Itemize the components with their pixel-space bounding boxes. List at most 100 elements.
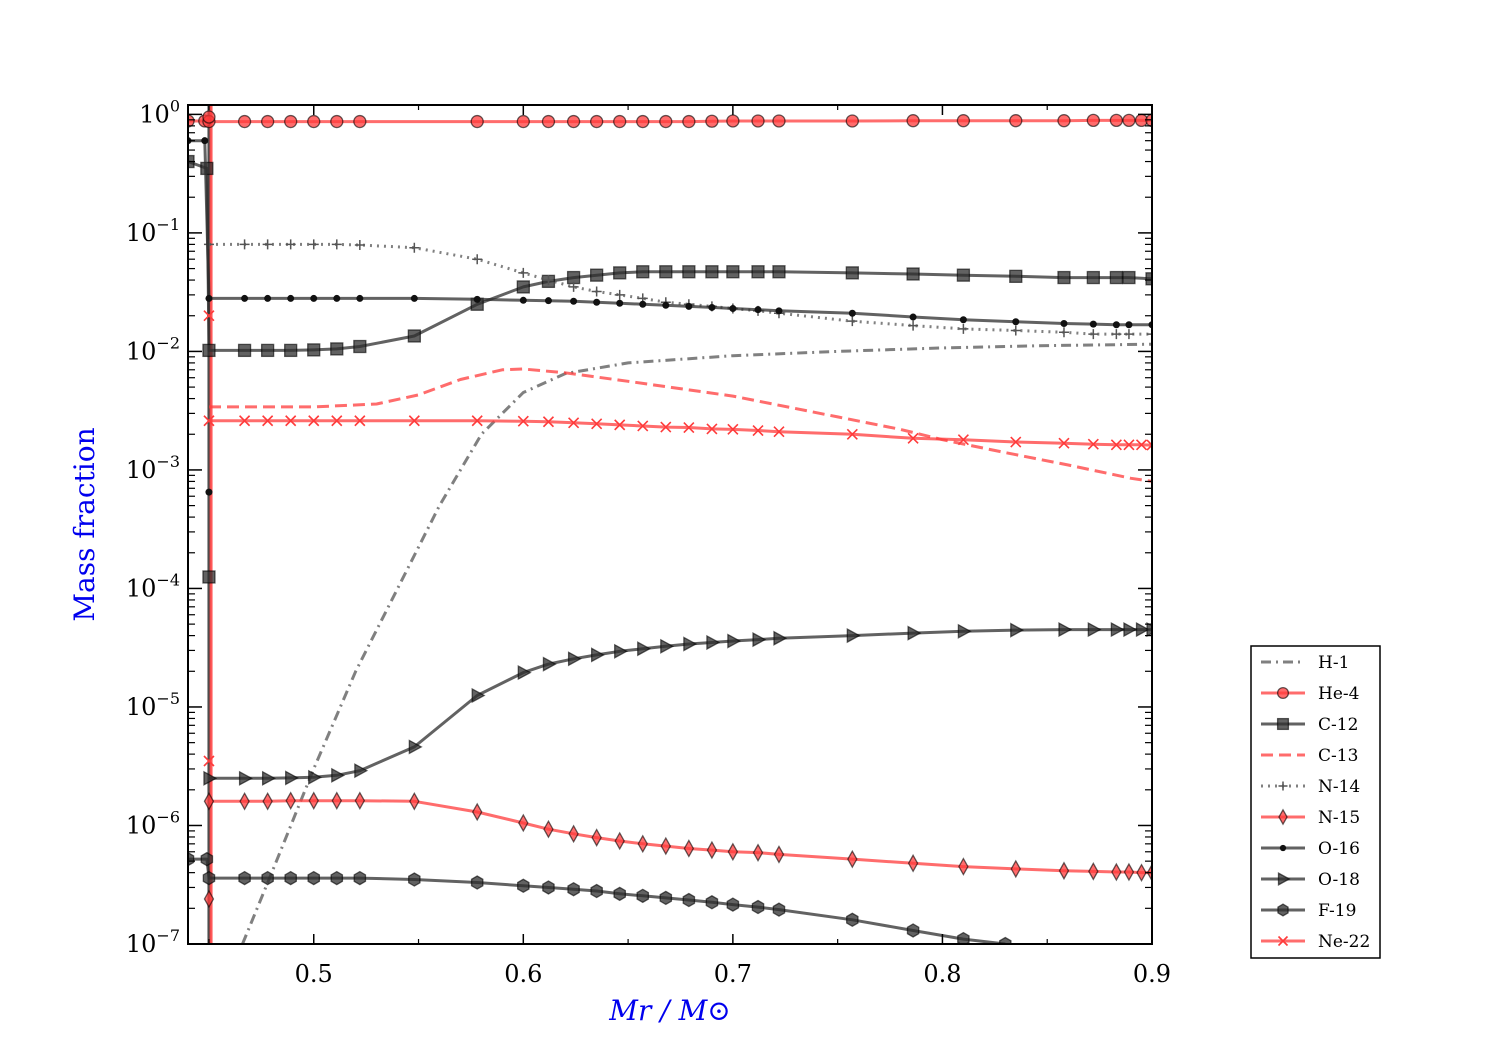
data-point	[752, 424, 764, 437]
data-point	[542, 656, 557, 672]
data-point	[591, 828, 602, 847]
data-point	[727, 423, 739, 435]
series-c-13	[209, 367, 1152, 483]
data-point	[729, 305, 737, 313]
y-tick-label: 10−6	[126, 807, 180, 839]
data-point	[726, 897, 740, 912]
legend-label: O-18	[1318, 870, 1360, 890]
plot-background	[188, 105, 1152, 944]
data-point	[614, 419, 626, 431]
legend-marker	[1279, 844, 1287, 852]
data-point	[662, 301, 670, 309]
data-point	[1123, 862, 1135, 882]
data-point	[308, 239, 319, 250]
data-point	[543, 819, 554, 839]
data-point	[410, 294, 418, 302]
data-point	[1058, 437, 1070, 449]
edge-marker	[205, 488, 213, 496]
data-point	[613, 266, 627, 280]
data-point	[203, 415, 215, 427]
legend-label: O-16	[1318, 839, 1360, 859]
data-point	[1086, 113, 1100, 128]
data-point	[471, 415, 483, 427]
data-point	[613, 114, 627, 129]
data-point	[752, 632, 767, 648]
data-point	[1058, 327, 1069, 338]
data-point	[1111, 329, 1122, 340]
data-point	[1122, 270, 1136, 285]
data-point	[727, 842, 739, 862]
data-point	[956, 268, 971, 282]
data-point	[239, 239, 250, 250]
data-point	[593, 298, 601, 306]
data-point	[957, 623, 972, 639]
data-point	[590, 883, 603, 899]
data-point	[409, 242, 420, 253]
data-point	[284, 114, 298, 129]
x-tick-label: 0.9	[1133, 960, 1171, 988]
data-point	[957, 434, 969, 446]
data-point	[1123, 439, 1135, 451]
data-point	[706, 423, 718, 435]
legend-item-ne-22: Ne-22	[1261, 932, 1370, 952]
data-point	[847, 849, 858, 869]
data-point	[239, 791, 250, 811]
series-line	[188, 139, 1152, 327]
data-point	[262, 239, 273, 250]
data-point	[772, 265, 786, 279]
data-point	[683, 636, 698, 652]
data-point	[705, 114, 719, 128]
series-h-1	[241, 342, 1152, 944]
data-point	[637, 420, 649, 432]
data-point	[1111, 862, 1122, 882]
data-point	[1110, 621, 1125, 638]
data-point	[1087, 438, 1099, 450]
data-point	[660, 836, 672, 856]
series-layer	[188, 105, 1152, 944]
data-point	[353, 339, 367, 354]
data-point	[909, 313, 917, 321]
edge-marker	[203, 755, 215, 767]
data-point	[354, 791, 366, 810]
data-point	[958, 857, 969, 876]
data-point	[1009, 269, 1023, 283]
data-point	[616, 299, 624, 307]
data-point	[1135, 439, 1148, 451]
legend-item-o-18: O-18	[1261, 870, 1360, 890]
x-tick-label: 0.5	[295, 960, 333, 988]
legend-item-h-1: H-1	[1261, 653, 1349, 673]
legend-item-c-13: C-13	[1261, 746, 1358, 766]
data-point	[1088, 329, 1099, 340]
data-point	[408, 739, 423, 755]
data-point	[1058, 621, 1073, 638]
data-point	[285, 791, 296, 810]
data-point	[261, 770, 276, 786]
data-point	[682, 114, 696, 129]
legend-item-n-14: N-14	[1261, 777, 1360, 797]
data-point	[570, 297, 578, 305]
data-point	[752, 843, 764, 862]
data-point	[639, 300, 647, 308]
data-point	[238, 870, 251, 886]
data-point	[773, 845, 785, 864]
data-point	[1122, 113, 1136, 128]
data-point	[659, 114, 673, 129]
legend-marker	[1277, 903, 1289, 917]
data-point	[706, 840, 718, 860]
data-point	[1010, 436, 1022, 448]
data-point	[518, 267, 529, 278]
data-point	[407, 329, 421, 343]
edge-marker	[202, 110, 216, 124]
data-point	[284, 343, 298, 358]
data-point	[907, 432, 919, 444]
series-o-16	[188, 137, 1152, 329]
data-point	[202, 870, 216, 886]
y-axis-title: Mass fraction	[68, 427, 101, 621]
legend-marker	[1276, 686, 1290, 700]
data-point	[1123, 621, 1138, 638]
data-point	[1060, 320, 1068, 328]
series-he-4	[188, 113, 1152, 129]
data-point	[239, 415, 251, 427]
data-point	[908, 320, 919, 331]
data-point	[1112, 321, 1120, 329]
